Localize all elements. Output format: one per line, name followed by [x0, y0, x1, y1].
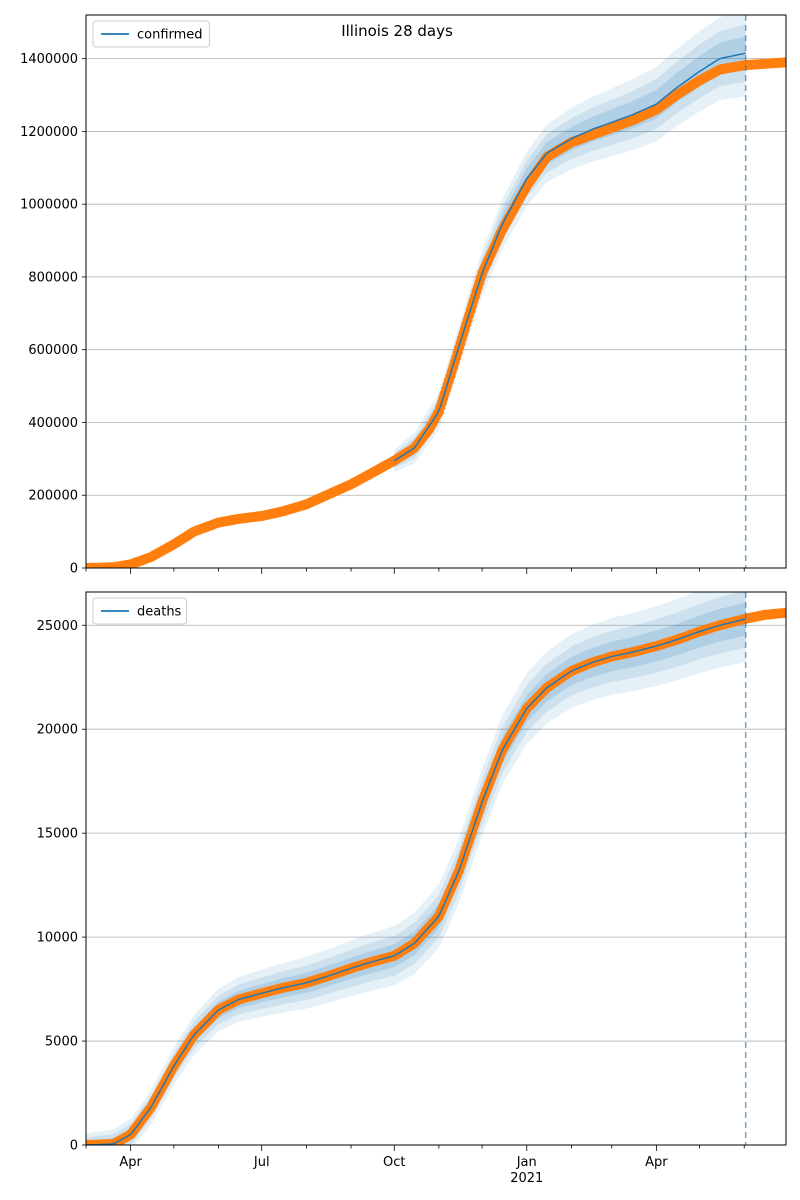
confirmed-panel: 0 200000 400000 600000 800000 1000000 1200000 1… [20, 14, 787, 577]
axes-frame [85, 14, 787, 569]
observed-point [781, 57, 786, 68]
legend-label: deaths [137, 605, 182, 620]
y-tick-label: 1400000 [20, 52, 78, 67]
y-tick-label: 10000 [37, 931, 78, 946]
model-line [393, 52, 746, 462]
axes-frame [85, 591, 787, 1146]
uncertainty-band [394, 15, 746, 472]
y-tick-label: 400000 [28, 416, 78, 431]
y-tick-label: 1200000 [20, 125, 78, 140]
y-tick-label: 200000 [28, 489, 78, 504]
y-tick-label: 15000 [37, 827, 78, 842]
y-tick-label: 0 [70, 1139, 78, 1154]
uncertainty-band [86, 592, 746, 1145]
deaths-panel: 0 5000 10000 15000 20000 25000 Apr Jul Oct Jan Apr… [37, 591, 787, 1186]
legend-label: confirmed [137, 28, 203, 43]
x-tick-label: Apr [645, 1155, 668, 1170]
legend: confirmed [92, 20, 210, 48]
x-tick-label: Apr [119, 1155, 142, 1170]
x-tick-label: Jul [253, 1155, 270, 1170]
x-tick-label: Jan [516, 1155, 537, 1170]
legend: deaths [92, 597, 188, 625]
y-tick-label: 600000 [28, 343, 78, 358]
x-year-label: 2021 [510, 1171, 543, 1186]
plot-area [86, 592, 786, 1145]
y-tick-label: 800000 [28, 270, 78, 285]
plot-area [86, 15, 786, 568]
legend-box [92, 20, 210, 48]
legend-box [92, 597, 188, 625]
uncertainty-band [86, 592, 746, 1145]
y-tick-label: 25000 [37, 619, 78, 634]
y-tick-label: 0 [70, 562, 78, 577]
y-tick-label: 5000 [45, 1035, 78, 1050]
observed-point [781, 607, 786, 618]
x-tick-label: Oct [383, 1155, 405, 1170]
y-tick-label: 20000 [37, 723, 78, 738]
figure-title: Illinois 28 days [341, 22, 453, 40]
model-line [86, 618, 746, 1145]
y-tick-label: 1000000 [20, 198, 78, 213]
